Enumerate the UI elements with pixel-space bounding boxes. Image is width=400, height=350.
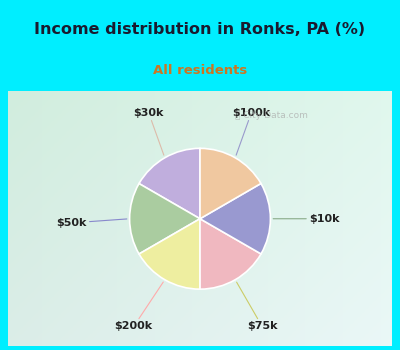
- Wedge shape: [200, 183, 270, 254]
- Wedge shape: [130, 183, 200, 254]
- Text: $200k: $200k: [115, 282, 163, 331]
- Wedge shape: [200, 148, 261, 219]
- Wedge shape: [139, 148, 200, 219]
- Wedge shape: [200, 219, 261, 289]
- Text: Ⓜ City-Data.com: Ⓜ City-Data.com: [235, 111, 308, 120]
- Text: $75k: $75k: [236, 282, 277, 331]
- Text: Income distribution in Ronks, PA (%): Income distribution in Ronks, PA (%): [34, 22, 366, 37]
- Text: $30k: $30k: [134, 108, 164, 155]
- Text: $50k: $50k: [56, 218, 127, 228]
- Wedge shape: [139, 219, 200, 289]
- Text: All residents: All residents: [153, 64, 247, 77]
- Text: $10k: $10k: [273, 214, 340, 224]
- Text: $100k: $100k: [232, 108, 270, 155]
